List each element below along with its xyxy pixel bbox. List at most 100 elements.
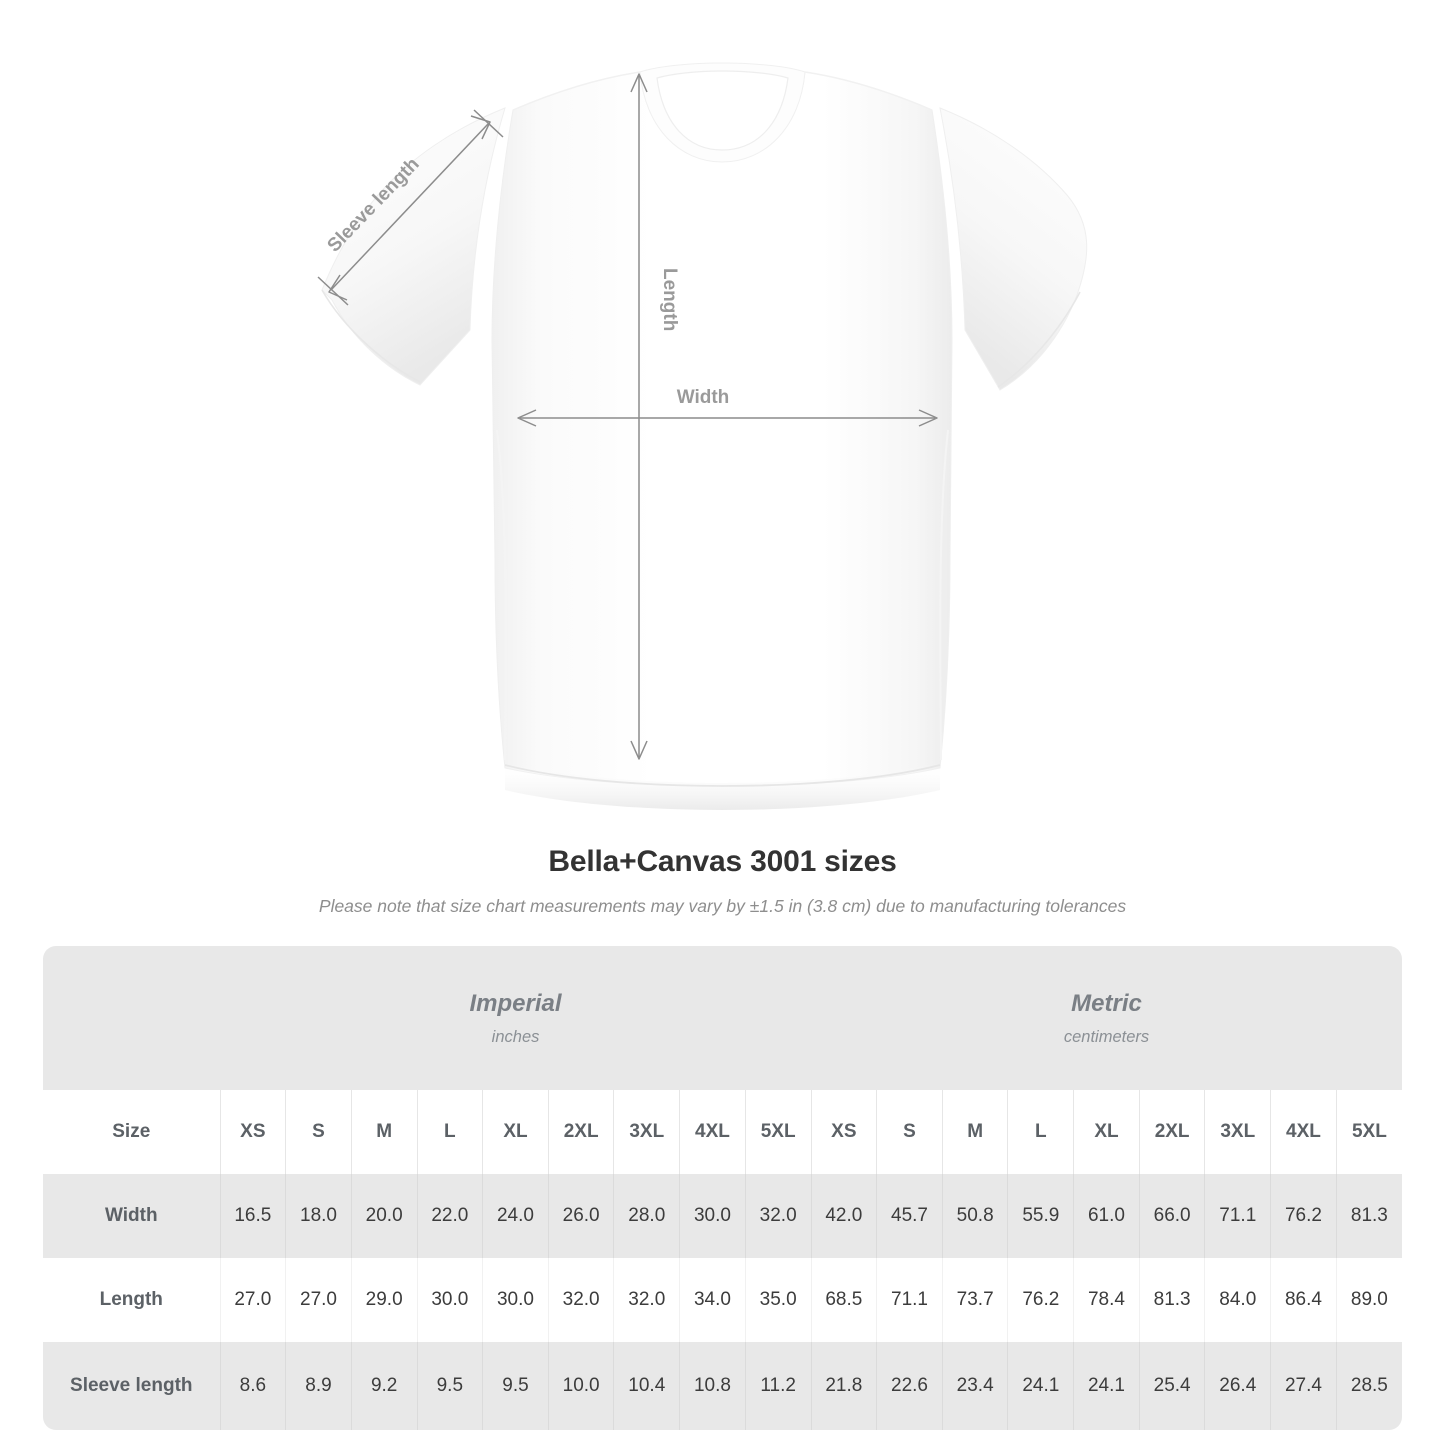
unit-group-metric-name: Metric <box>1071 989 1142 1017</box>
double-arrow-diagonal-icon <box>317 109 504 306</box>
size-col-imperial-m: M <box>350 1090 417 1174</box>
table-row: Sleeve length 8.6 8.9 9.2 9.5 9.5 10.0 1… <box>43 1342 1402 1430</box>
size-col-imperial-5xl: 5XL <box>744 1090 812 1174</box>
size-col-metric-2xl: 2XL <box>1138 1090 1205 1174</box>
cell-sleeve-imperial-l: 9.5 <box>416 1342 483 1430</box>
unit-group-metric-sub: centimeters <box>1063 1027 1150 1046</box>
size-col-metric-m: M <box>941 1090 1008 1174</box>
cell-length-imperial-2xl: 32.0 <box>547 1258 614 1342</box>
double-arrow-vertical-icon <box>630 73 648 760</box>
cell-sleeve-imperial-5xl: 11.2 <box>744 1342 812 1430</box>
size-col-metric-xs: XS <box>810 1090 877 1174</box>
size-col-imperial-l: L <box>416 1090 483 1174</box>
cell-length-imperial-m: 29.0 <box>350 1258 417 1342</box>
cell-width-imperial-3xl: 28.0 <box>613 1174 680 1258</box>
cell-width-metric-4xl: 76.2 <box>1270 1174 1337 1258</box>
unit-group-imperial-name: Imperial <box>469 989 562 1017</box>
cell-sleeve-imperial-s: 8.9 <box>285 1342 352 1430</box>
cell-length-metric-2xl: 81.3 <box>1138 1258 1205 1342</box>
unit-banner-spacer <box>43 946 220 1090</box>
size-col-metric-3xl: 3XL <box>1204 1090 1271 1174</box>
cell-length-metric-xs: 68.5 <box>810 1258 877 1342</box>
cell-width-imperial-5xl: 32.0 <box>744 1174 812 1258</box>
cell-sleeve-metric-3xl: 26.4 <box>1204 1342 1271 1430</box>
cell-width-imperial-xs: 16.5 <box>219 1174 286 1258</box>
cell-sleeve-metric-2xl: 25.4 <box>1138 1342 1205 1430</box>
cell-length-metric-3xl: 84.0 <box>1204 1258 1271 1342</box>
size-col-imperial-xs: XS <box>219 1090 286 1174</box>
unit-group-imperial-sub: inches <box>491 1027 540 1046</box>
cell-length-imperial-s: 27.0 <box>285 1258 352 1342</box>
cell-length-imperial-3xl: 32.0 <box>613 1258 680 1342</box>
cell-width-metric-3xl: 71.1 <box>1204 1174 1271 1258</box>
length-guide-label: Length <box>659 268 680 331</box>
cell-length-imperial-4xl: 34.0 <box>679 1258 746 1342</box>
size-col-metric-l: L <box>1007 1090 1074 1174</box>
width-guide-label: Width <box>677 387 730 408</box>
cell-length-imperial-xs: 27.0 <box>219 1258 286 1342</box>
tolerance-note: Please note that size chart measurements… <box>318 896 1127 916</box>
size-col-metric-xl: XL <box>1073 1090 1140 1174</box>
cell-width-imperial-m: 20.0 <box>350 1174 417 1258</box>
size-table-container: Imperial inches Metric centimeters Size … <box>43 946 1402 1430</box>
cell-length-metric-l: 76.2 <box>1007 1258 1074 1342</box>
size-col-imperial-3xl: 3XL <box>613 1090 680 1174</box>
size-col-imperial-2xl: 2XL <box>547 1090 614 1174</box>
cell-sleeve-imperial-xl: 9.5 <box>482 1342 549 1430</box>
size-col-metric-s: S <box>876 1090 943 1174</box>
size-col-imperial-s: S <box>285 1090 352 1174</box>
cell-sleeve-metric-xs: 21.8 <box>810 1342 877 1430</box>
size-table: Imperial inches Metric centimeters Size … <box>43 946 1402 1430</box>
cell-width-imperial-s: 18.0 <box>285 1174 352 1258</box>
row-label-sleeve-length: Sleeve length <box>70 1375 193 1396</box>
cell-sleeve-metric-l: 24.1 <box>1007 1342 1074 1430</box>
cell-sleeve-metric-xl: 24.1 <box>1073 1342 1140 1430</box>
unit-group-metric: Metric centimeters <box>811 946 1402 1090</box>
cell-width-metric-5xl: 81.3 <box>1335 1174 1402 1258</box>
cell-sleeve-imperial-xs: 8.6 <box>219 1342 286 1430</box>
cell-sleeve-imperial-4xl: 10.8 <box>679 1342 746 1430</box>
row-label-width: Width <box>104 1205 158 1226</box>
cell-width-metric-xl: 61.0 <box>1073 1174 1140 1258</box>
row-label-length: Length <box>99 1289 163 1310</box>
cell-width-imperial-2xl: 26.0 <box>547 1174 614 1258</box>
cell-width-imperial-4xl: 30.0 <box>679 1174 746 1258</box>
cell-length-metric-m: 73.7 <box>941 1258 1008 1342</box>
cell-width-metric-l: 55.9 <box>1007 1174 1074 1258</box>
size-col-metric-4xl: 4XL <box>1270 1090 1337 1174</box>
unit-banner-row: Imperial inches Metric centimeters <box>43 946 1402 1090</box>
cell-width-imperial-l: 22.0 <box>416 1174 483 1258</box>
cell-length-metric-5xl: 89.0 <box>1335 1258 1402 1342</box>
cell-width-imperial-xl: 24.0 <box>482 1174 549 1258</box>
cell-sleeve-imperial-3xl: 10.4 <box>613 1342 680 1430</box>
cell-width-metric-2xl: 66.0 <box>1138 1174 1205 1258</box>
tshirt-flat-lay-icon: Width Length Sleeve length <box>317 62 1088 810</box>
table-row: Width 16.5 18.0 20.0 22.0 24.0 26.0 28.0… <box>43 1174 1402 1258</box>
cell-sleeve-imperial-2xl: 10.0 <box>547 1342 614 1430</box>
table-row: Length 27.0 27.0 29.0 30.0 30.0 32.0 32.… <box>43 1258 1402 1342</box>
cell-sleeve-metric-5xl: 28.5 <box>1335 1342 1402 1430</box>
cell-length-metric-4xl: 86.4 <box>1270 1258 1337 1342</box>
cell-sleeve-imperial-m: 9.2 <box>350 1342 417 1430</box>
size-col-imperial-xl: XL <box>482 1090 549 1174</box>
cell-sleeve-metric-4xl: 27.4 <box>1270 1342 1337 1430</box>
size-header-row: Size XS S M L XL 2XL 3XL 4XL 5XL XS S M … <box>43 1090 1402 1174</box>
double-arrow-horizontal-icon <box>517 409 938 427</box>
page-title: Bella+Canvas 3001 sizes <box>548 845 897 878</box>
cell-sleeve-metric-s: 22.6 <box>876 1342 943 1430</box>
cell-length-imperial-xl: 30.0 <box>482 1258 549 1342</box>
unit-group-imperial: Imperial inches <box>220 946 811 1090</box>
cell-length-metric-xl: 78.4 <box>1073 1258 1140 1342</box>
cell-length-metric-s: 71.1 <box>876 1258 943 1342</box>
cell-sleeve-metric-m: 23.4 <box>941 1342 1008 1430</box>
shirt-body-shape <box>321 62 1088 810</box>
cell-width-metric-xs: 42.0 <box>810 1174 877 1258</box>
size-header-label: Size <box>112 1121 151 1142</box>
cell-width-metric-m: 50.8 <box>941 1174 1008 1258</box>
cell-width-metric-s: 45.7 <box>876 1174 943 1258</box>
heading-block: Bella+Canvas 3001 sizes Please note that… <box>0 845 1445 917</box>
size-col-metric-5xl: 5XL <box>1335 1090 1402 1174</box>
tshirt-diagram: Width Length Sleeve length <box>317 62 1088 810</box>
cell-length-imperial-l: 30.0 <box>416 1258 483 1342</box>
